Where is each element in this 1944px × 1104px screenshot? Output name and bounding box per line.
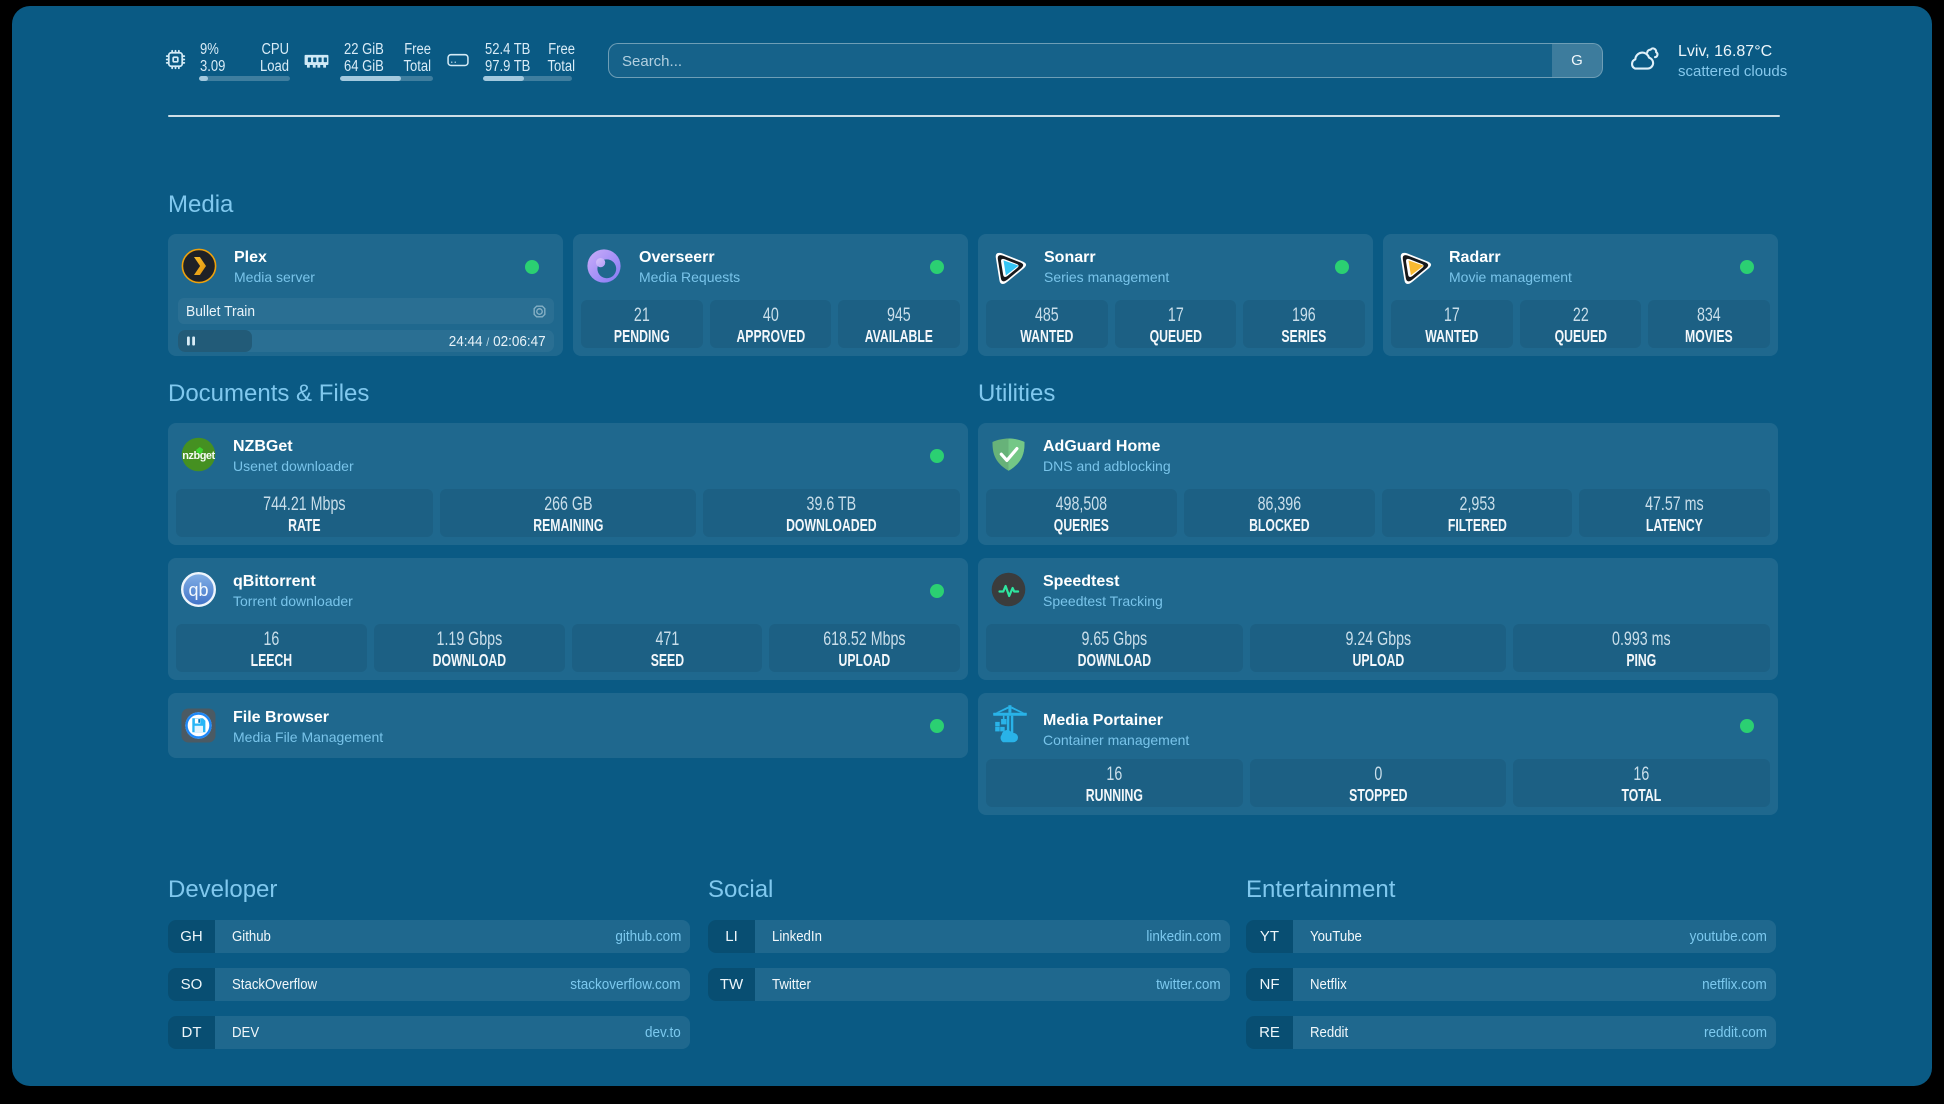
svg-text:qb: qb <box>188 580 208 600</box>
svg-text:nzbget: nzbget <box>182 450 215 462</box>
